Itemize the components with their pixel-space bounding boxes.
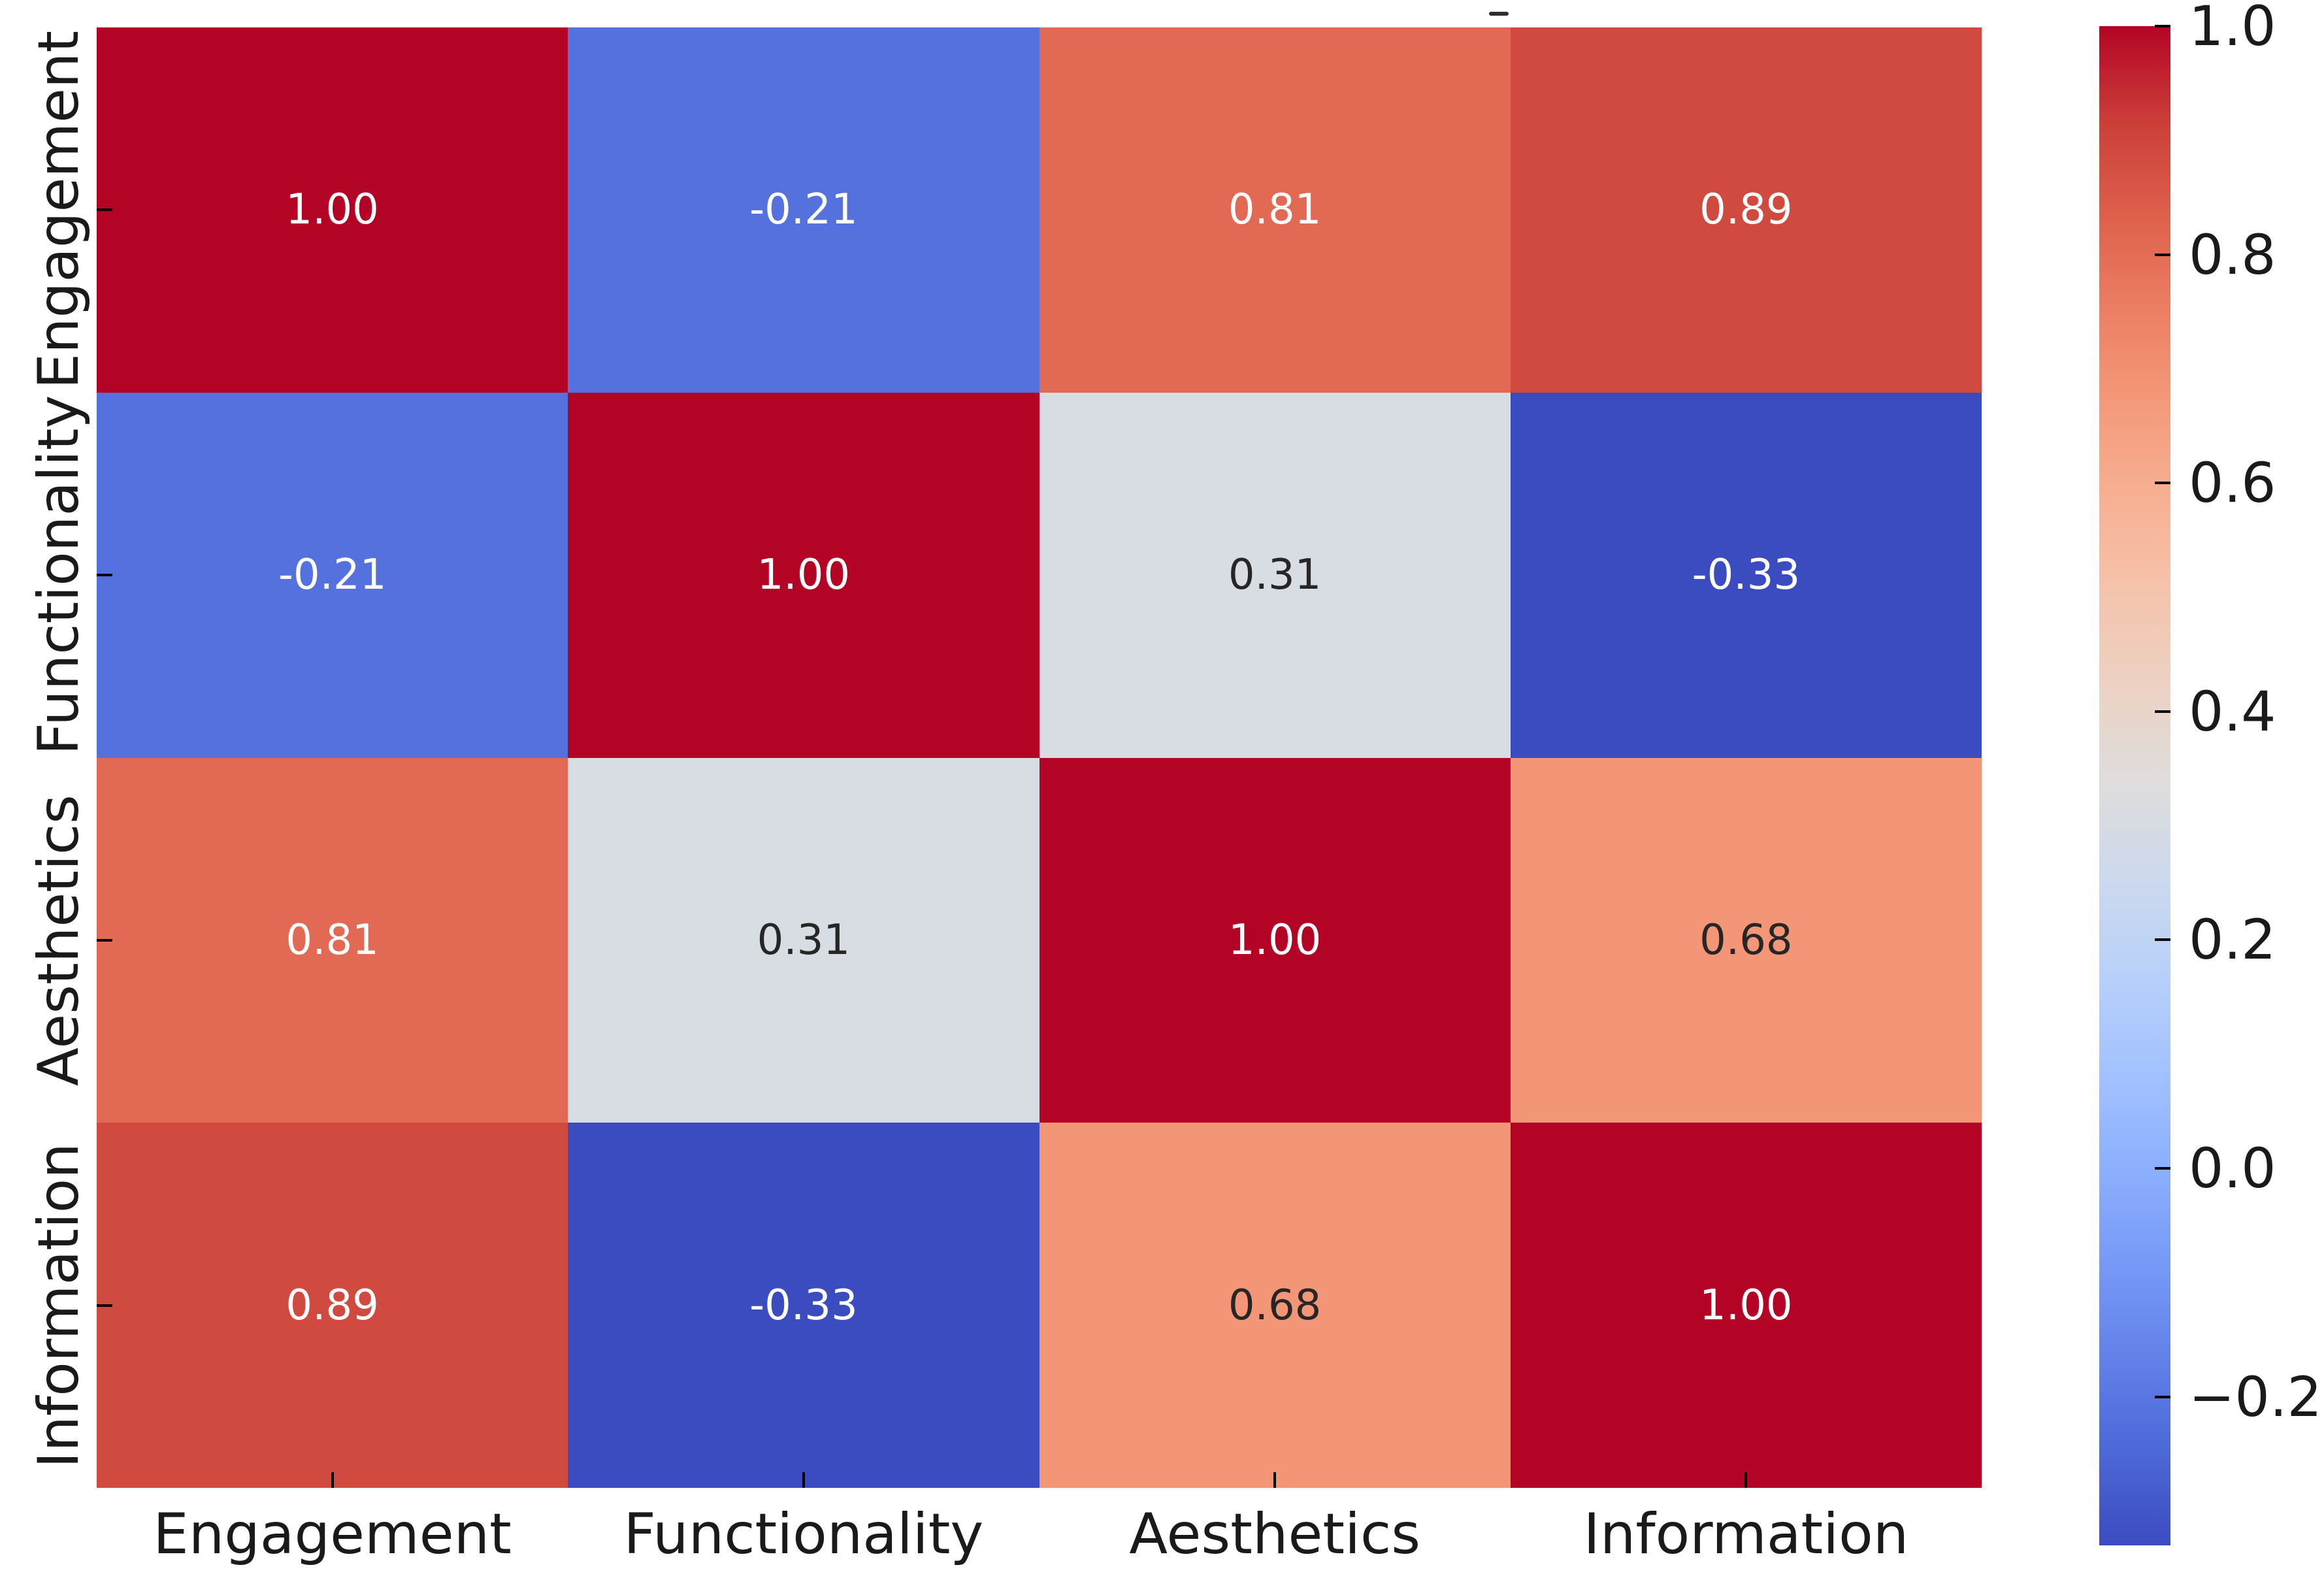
heatmap-grid: 1.00 -0.21 0.81 0.89 -0.21 1.00 0.31 -0.33 0.81 0… bbox=[97, 27, 1982, 1488]
heatmap-cell: -0.21 bbox=[97, 392, 568, 758]
colorbar-tick-label: 0.4 bbox=[2189, 679, 2276, 744]
y-axis-tick bbox=[97, 1304, 112, 1307]
heatmap-cell: 1.00 bbox=[1039, 757, 1511, 1123]
colorbar-tick bbox=[2155, 1395, 2170, 1398]
heatmap-cell: 0.89 bbox=[97, 1123, 568, 1488]
heatmap-cell: 0.31 bbox=[1039, 392, 1511, 758]
heatmap-cell: 1.00 bbox=[568, 392, 1039, 758]
y-axis-label: Aesthetics bbox=[26, 794, 91, 1086]
cell-value: 0.89 bbox=[286, 1281, 379, 1330]
heatmap-cell: -0.21 bbox=[568, 27, 1039, 393]
cell-value: 0.68 bbox=[1228, 1281, 1322, 1330]
colorbar-tick bbox=[2155, 710, 2170, 713]
cell-value: 0.81 bbox=[286, 915, 379, 964]
heatmap-cell: 0.81 bbox=[1039, 27, 1511, 393]
x-axis-tick bbox=[331, 1472, 334, 1488]
cell-value: 1.00 bbox=[757, 551, 851, 600]
heatmap-cell: 0.68 bbox=[1510, 757, 1982, 1123]
cell-value: 0.68 bbox=[1699, 915, 1793, 964]
colorbar-tick bbox=[2155, 1167, 2170, 1170]
heatmap-cell: 1.00 bbox=[97, 27, 568, 393]
heatmap-cell: 0.81 bbox=[97, 757, 568, 1123]
y-axis-tick bbox=[97, 208, 112, 212]
cell-value: 0.81 bbox=[1228, 186, 1322, 235]
heatmap-cell: -0.33 bbox=[1510, 392, 1982, 758]
heatmap-cell: 1.00 bbox=[1510, 1123, 1982, 1488]
y-axis-label: Engagement bbox=[26, 31, 91, 389]
cell-value: -0.33 bbox=[749, 1281, 858, 1330]
y-axis-tick bbox=[97, 574, 112, 577]
heatmap-cell: 0.89 bbox=[1510, 27, 1982, 393]
cell-value: 1.00 bbox=[1699, 1281, 1793, 1330]
cell-value: -0.21 bbox=[278, 551, 387, 600]
cell-value: -0.33 bbox=[1692, 551, 1801, 600]
heatmap-cell: 0.31 bbox=[568, 757, 1039, 1123]
cell-value: 0.31 bbox=[757, 915, 851, 964]
cell-value: 1.00 bbox=[1228, 915, 1322, 964]
x-axis-label: Aesthetics bbox=[1129, 1502, 1421, 1567]
colorbar-tick-label: 0.6 bbox=[2189, 451, 2276, 516]
heatmap-cell: -0.33 bbox=[568, 1123, 1039, 1488]
x-axis-label: Functionality bbox=[623, 1502, 984, 1567]
cell-value: 0.31 bbox=[1228, 551, 1322, 600]
y-axis-label: Information bbox=[26, 1142, 91, 1468]
y-axis-label: Functionality bbox=[26, 395, 91, 755]
colorbar-tick bbox=[2155, 253, 2170, 256]
colorbar-tick bbox=[2155, 25, 2170, 27]
colorbar-tick-label: 0.0 bbox=[2189, 1136, 2276, 1201]
stray-mark bbox=[1489, 12, 1509, 16]
colorbar-tick bbox=[2155, 482, 2170, 485]
x-axis-label: Information bbox=[1583, 1502, 1909, 1567]
colorbar-tick-label: 0.2 bbox=[2189, 908, 2276, 972]
cell-value: -0.21 bbox=[749, 186, 858, 235]
cell-value: 1.00 bbox=[286, 186, 379, 235]
heatmap-cell: 0.68 bbox=[1039, 1123, 1511, 1488]
colorbar bbox=[2099, 26, 2170, 1545]
x-axis-label: Engagement bbox=[153, 1502, 512, 1567]
y-axis-tick bbox=[97, 938, 112, 942]
cell-value: 0.89 bbox=[1699, 186, 1793, 235]
x-axis-tick bbox=[1744, 1472, 1748, 1488]
colorbar-tick bbox=[2155, 938, 2170, 942]
colorbar-tick-label: 0.8 bbox=[2189, 222, 2276, 287]
colorbar-tick-label: −0.2 bbox=[2189, 1364, 2322, 1429]
x-axis-tick bbox=[802, 1472, 805, 1488]
colorbar-tick-label: 1.0 bbox=[2189, 0, 2276, 58]
x-axis-tick bbox=[1273, 1472, 1277, 1488]
